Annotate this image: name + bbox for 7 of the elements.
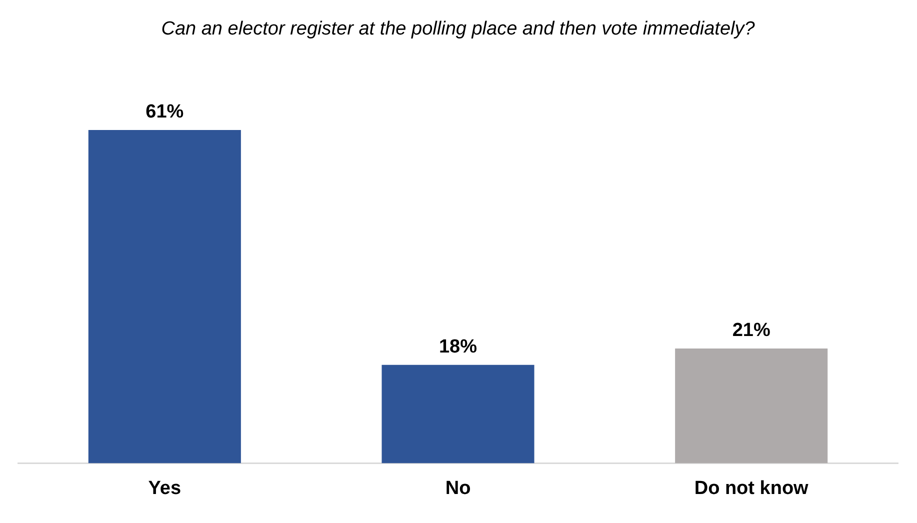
x-tick-label: Yes	[148, 478, 182, 499]
data-label: 18%	[438, 336, 478, 358]
x-tick-label: No	[445, 478, 471, 499]
chart-title: Can an elector register at the polling place and then vote immediately?	[161, 18, 756, 40]
data-label: 21%	[732, 320, 770, 342]
x-tick-label: Do not know	[694, 478, 809, 499]
data-label: 61%	[146, 102, 184, 123]
